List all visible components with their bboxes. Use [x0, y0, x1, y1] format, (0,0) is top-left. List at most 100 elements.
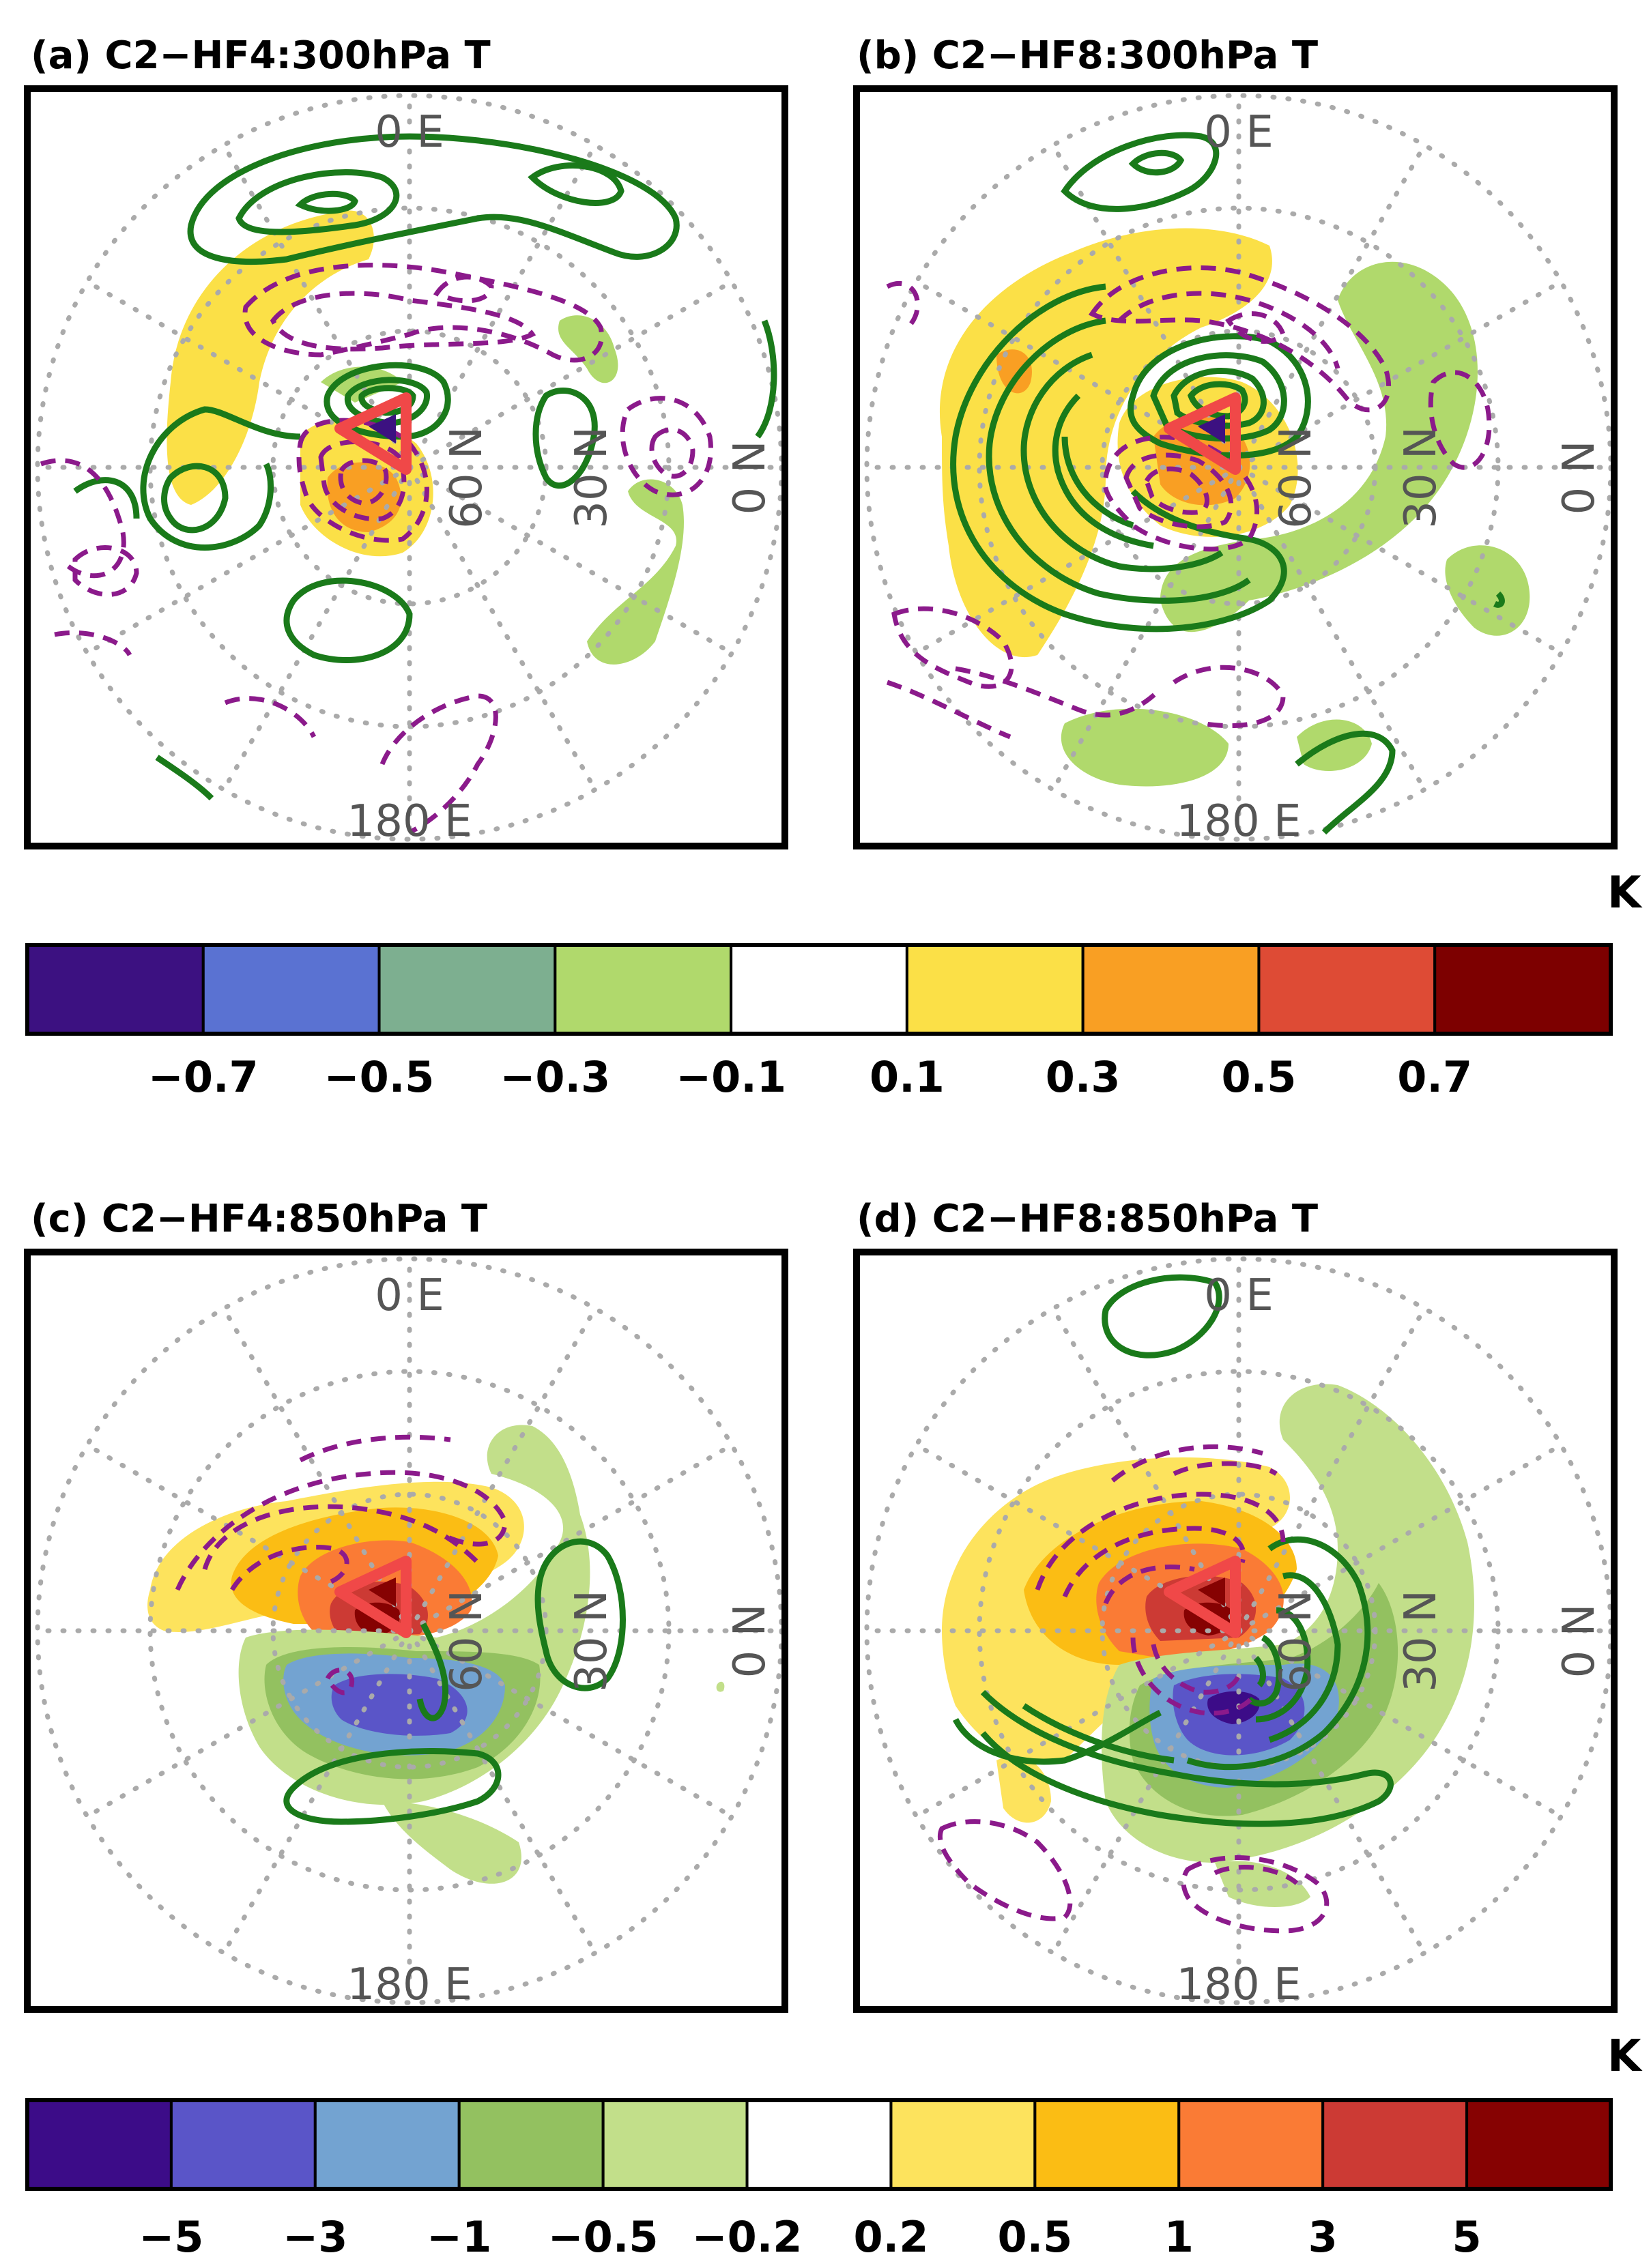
contour-d-pos-bottom1 — [980, 1689, 1394, 1827]
shade-b-neg-inner — [1208, 553, 1297, 596]
panel-a-triangle — [334, 392, 412, 475]
panel-b-triangle — [1164, 392, 1241, 475]
contour-b-pos-center2 — [1150, 352, 1287, 442]
colorbar-300hpa-tick-label: −0.7 — [148, 1052, 259, 1102]
colorbar-300hpa-tick-label: 0.1 — [870, 1052, 945, 1102]
contour-a-pos-left-oval — [161, 463, 229, 534]
lat-circle-30n — [147, 205, 672, 729]
colorbar-300hpa-cell — [201, 944, 381, 1035]
colorbar-850hpa-tick-label: 0.2 — [854, 2212, 929, 2262]
colorbar-850hpa-tick-label: 1 — [1164, 2212, 1194, 2262]
contour-a-neg-bottom — [379, 693, 498, 835]
panel-b-frame — [853, 85, 1618, 849]
colorbar-300hpa-cell — [730, 944, 908, 1035]
contour-a-neg-left2 — [72, 545, 139, 597]
colorbar-850hpa-tick-label: −3 — [283, 2212, 347, 2262]
colorbar-850hpa-cell — [457, 2099, 605, 2190]
panel-a-label-60n: 60 N — [442, 426, 492, 529]
shade-b-neg-bottom — [1061, 708, 1229, 787]
panel-d-triangle-core — [1198, 1578, 1225, 1607]
colorbar-300hpa-tick-label: −0.5 — [324, 1052, 435, 1102]
contour-d-pos-spiral3 — [1255, 1607, 1311, 1723]
panel-a-label-0e: 0 E — [375, 107, 444, 158]
contour-b-pos-center3 — [1171, 368, 1267, 429]
panel-b-label-180e: 180 E — [1177, 796, 1302, 847]
panel-c-title: (c) C2−HF4:850hPa T — [31, 1197, 487, 1241]
panel-d-title: (d) C2−HF8:850hPa T — [857, 1197, 1318, 1241]
contour-c-pos-bottom — [283, 1748, 502, 1825]
contour-d-neg-5 — [1151, 1644, 1241, 1695]
contour-c-neg-3 — [230, 1545, 349, 1591]
panel-a-triangle-core — [369, 414, 396, 444]
panel-d-label-0e: 0 E — [1204, 1270, 1274, 1321]
colorbar-850hpa-tick-label: −0.5 — [548, 2212, 659, 2262]
colorbar-850hpa-tick-label: 0.5 — [997, 2212, 1072, 2262]
colorbar-300hpa-frame — [25, 943, 1613, 1036]
colorbar-300hpa-tick-label: −0.3 — [500, 1052, 610, 1102]
colorbar-850hpa: K −5 −3 −1 −0.5 −0.2 0.2 0.5 1 3 5 — [25, 2031, 1643, 2262]
panel-d-label-30n: 30 N — [1396, 1590, 1446, 1692]
contour-a-neg-upper — [433, 274, 494, 304]
panel-c-label-30n: 30 N — [566, 1590, 617, 1692]
colorbar-850hpa-tick-label: −5 — [139, 2212, 203, 2262]
contour-d-pos-spiral1 — [1186, 1536, 1371, 1771]
panel-d-contours — [937, 1274, 1394, 1934]
colorbar-850hpa-tick-label: −1 — [427, 2212, 491, 2262]
contour-b-neg-left-bottom — [891, 606, 1014, 689]
contour-c-neg-1 — [202, 1504, 480, 1570]
panel-b-label-0n: 0 N — [1554, 441, 1605, 515]
panel-b-contours — [886, 132, 1505, 835]
panel-b-label-60n: 60 N — [1271, 426, 1321, 529]
contour-a-pos-bottom-left — [73, 477, 140, 519]
colorbar-300hpa-tick-label: 0.3 — [1046, 1052, 1121, 1102]
contour-a-pos-left-spiral — [140, 406, 301, 551]
contour-b-neg-upper3 — [1225, 311, 1287, 344]
contour-b-neg-left-bottom2 — [955, 666, 1162, 718]
panel-a-title: (a) C2−HF4:300hPa T — [31, 33, 491, 78]
panel-c-triangle-core — [369, 1578, 396, 1607]
contour-a-pos-far-right — [755, 319, 777, 439]
panel-c-label-0e: 0 E — [375, 1270, 444, 1321]
contour-d-pos-spiral5 — [1253, 1655, 1266, 1688]
colorbar-300hpa-tick-label: −0.1 — [676, 1052, 786, 1102]
shade-d-neg-5 — [1207, 1691, 1260, 1724]
colorbar-850hpa-cell — [745, 2099, 893, 2190]
contour-a-neg-core — [296, 418, 429, 543]
panel-a: (a) C2−HF4:300hPa T — [24, 33, 788, 849]
shade-c-neg-speck — [716, 1681, 725, 1692]
colorbar-850hpa-cell — [1465, 2099, 1612, 2190]
colorbar-850hpa-unit: K — [1607, 2031, 1643, 2082]
colorbar-850hpa-cell — [1177, 2099, 1325, 2190]
shade-a-pos-core2 — [327, 462, 401, 532]
colorbar-850hpa-cell — [1033, 2099, 1181, 2190]
colorbar-850hpa-tick-label: 3 — [1308, 2212, 1338, 2262]
panel-c-triangle — [334, 1556, 412, 1638]
shade-b-pos-crescent — [939, 228, 1272, 658]
contour-b-pos-center — [1127, 333, 1311, 459]
shade-a-neg-patch — [558, 315, 618, 383]
contour-a-neg-ring — [242, 263, 604, 363]
contour-a-pos-top-inner3 — [528, 162, 624, 206]
contour-d-neg-3 — [1103, 1565, 1195, 1605]
contour-b-neg-nest — [1102, 435, 1260, 552]
contour-d-neg-7 — [1110, 1444, 1263, 1483]
colorbar-850hpa-cell — [313, 2099, 461, 2190]
contour-a-neg-right2 — [649, 427, 695, 479]
panel-c-label-60n: 60 N — [442, 1590, 492, 1692]
panel-c-contours — [175, 1434, 626, 1825]
colorbar-850hpa-cell — [169, 2099, 317, 2190]
contour-a-pos-far-bottom — [155, 755, 214, 801]
colorbar-300hpa-cell — [377, 944, 557, 1035]
contour-a-pos-bottom-oval — [283, 577, 413, 663]
colorbar-850hpa-cell — [1321, 2099, 1469, 2190]
contour-a-pos-top-inner — [235, 169, 400, 235]
panel-c-label-180e: 180 E — [347, 1960, 472, 2010]
shade-b-pos-orange — [996, 349, 1032, 394]
contour-a-neg-left3 — [54, 630, 132, 656]
colorbar-300hpa-unit: K — [1607, 868, 1643, 918]
contour-d-pos-top — [1102, 1274, 1222, 1358]
contour-b-pos-spiral1 — [950, 283, 1287, 633]
contour-c-pos-right — [534, 1538, 626, 1691]
contour-a-pos-right-oval — [532, 388, 598, 489]
contour-d-pos-spiral4 — [1246, 1634, 1282, 1706]
